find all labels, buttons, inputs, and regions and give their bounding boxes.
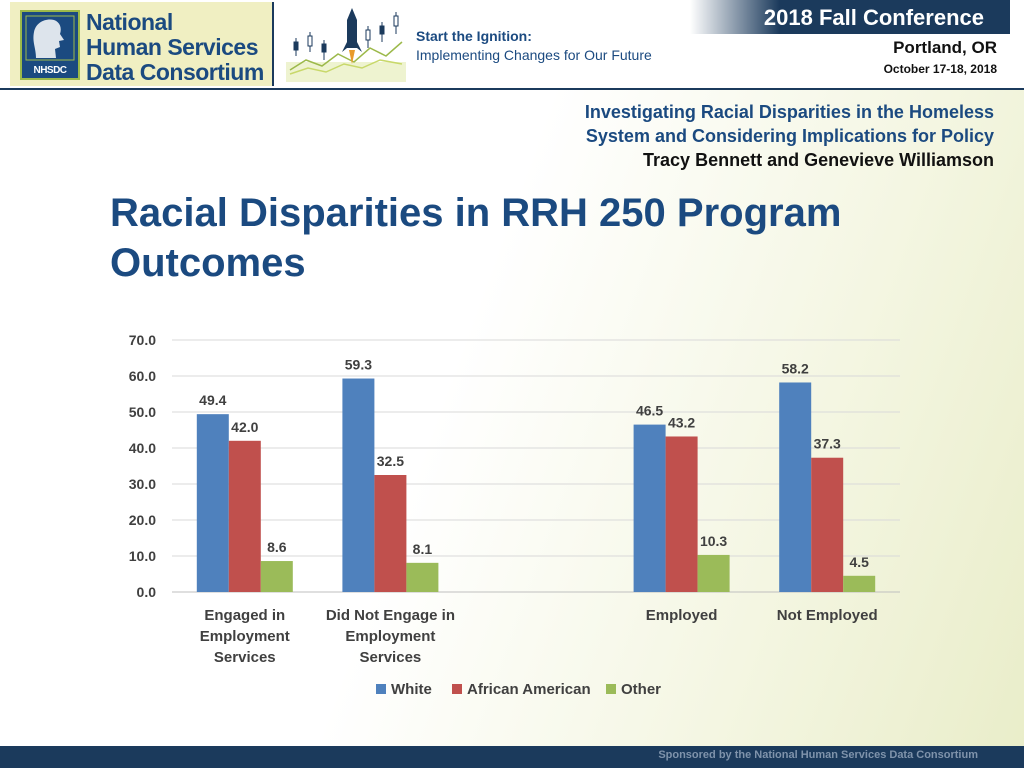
y-tick-label: 10.0 [129, 548, 156, 564]
y-tick-label: 20.0 [129, 512, 156, 528]
bar-white [779, 382, 812, 592]
tagline-subheading: Implementing Changes for Our Future [416, 47, 652, 63]
y-tick-label: 70.0 [129, 332, 156, 348]
bar-chart: 0.0 10.0 20.0 30.0 40.0 50.0 60.0 70.0 49.4 59.3… [129, 332, 900, 698]
bar-african-american [811, 457, 844, 592]
legend-label: Other [621, 681, 661, 698]
y-tick-label: 30.0 [129, 476, 156, 492]
bar-value-label: 10.3 [700, 533, 727, 549]
x-axis-label: Employed [646, 607, 718, 624]
org-logo: NHSDC National Human Services Data Conso… [10, 2, 274, 86]
conference-dates: October 17-18, 2018 [883, 62, 997, 76]
bar-value-label: 4.5 [849, 554, 869, 570]
bar-value-label: 8.1 [413, 541, 433, 557]
conference-location: Portland, OR [893, 38, 997, 57]
bar-value-label: 49.4 [199, 392, 226, 408]
x-axis-label: Services [360, 649, 422, 666]
bar-white [342, 378, 375, 592]
org-name-line-1: National [86, 9, 173, 35]
bar-value-label: 46.5 [636, 403, 663, 419]
x-axis-label: Employment [200, 628, 290, 645]
legend-swatch [452, 684, 462, 694]
legend-label: White [391, 681, 432, 698]
x-axis-labels: Engaged in Employment Services Did Not Enga… [200, 607, 878, 666]
footer-sponsor-text: Sponsored by the National Human Services… [658, 749, 978, 761]
x-axis-label: Engaged in [204, 607, 285, 624]
x-axis-label: Did Not Engage in [326, 607, 455, 624]
org-name-line-2: Human Services [86, 34, 258, 60]
bar-value-label: 59.3 [345, 357, 372, 373]
conference-banner: 2018 Fall Conference [690, 0, 1010, 34]
bar-value-label: 43.2 [668, 414, 695, 430]
bar-african-american [374, 475, 407, 592]
x-axis-label: Services [214, 649, 276, 666]
bar-value-label: 42.0 [231, 419, 258, 435]
bar-other [843, 575, 876, 592]
chart-gridlines [172, 339, 900, 593]
y-tick-label: 50.0 [129, 404, 156, 420]
slide-title-line-1: Racial Disparities in RRH 250 Program [110, 191, 842, 235]
bar-value-label: 32.5 [377, 453, 404, 469]
slide-title: Racial Disparities in RRH 250 Program Ou… [110, 188, 930, 288]
bar-white [196, 414, 229, 592]
bar-value-label: 37.3 [814, 436, 841, 452]
bar-other [260, 561, 293, 592]
chart-bars: 49.4 59.3 46.5 58.2 42.0 32.5 43.2 37.3 8.6 8.1 10… [196, 357, 876, 592]
presentation-title-line-2: System and Considering Implications for … [585, 126, 994, 146]
bar-other [406, 562, 439, 592]
bar-value-label: 8.6 [267, 539, 287, 555]
legend-swatch [376, 684, 386, 694]
legend-label: African American [467, 681, 591, 698]
conference-header: NHSDC National Human Services Data Conso… [0, 0, 1024, 90]
bar-african-american [665, 436, 698, 592]
y-axis-ticks: 0.0 10.0 20.0 30.0 40.0 50.0 60.0 70.0 [129, 332, 156, 600]
tagline-heading: Start the Ignition: [416, 28, 532, 44]
x-axis-label: Not Employed [777, 607, 878, 624]
chart-legend: White African American Other [376, 681, 661, 698]
x-axis-label: Employment [345, 628, 435, 645]
bar-african-american [228, 440, 261, 592]
bar-other [697, 554, 730, 592]
footer-bar: Sponsored by the National Human Services… [0, 746, 1024, 768]
org-name-line-3: Data Consortium [86, 59, 264, 85]
logo-abbrev: NHSDC [33, 65, 67, 76]
presentation-authors: Tracy Bennett and Genevieve Williamson [643, 150, 994, 170]
y-tick-label: 0.0 [137, 584, 157, 600]
org-logo-icon: NHSDC [20, 10, 80, 80]
y-tick-label: 40.0 [129, 440, 156, 456]
bar-white [633, 424, 666, 592]
legend-swatch [606, 684, 616, 694]
profile-head-icon [25, 15, 75, 61]
bar-value-label: 58.2 [782, 360, 809, 376]
rocket-chart-graphic [286, 8, 406, 82]
slide-title-line-2: Outcomes [110, 241, 306, 285]
conference-title: 2018 Fall Conference [763, 5, 984, 30]
presentation-title-line-1: Investigating Racial Disparities in the … [584, 102, 994, 122]
y-tick-label: 60.0 [129, 368, 156, 384]
